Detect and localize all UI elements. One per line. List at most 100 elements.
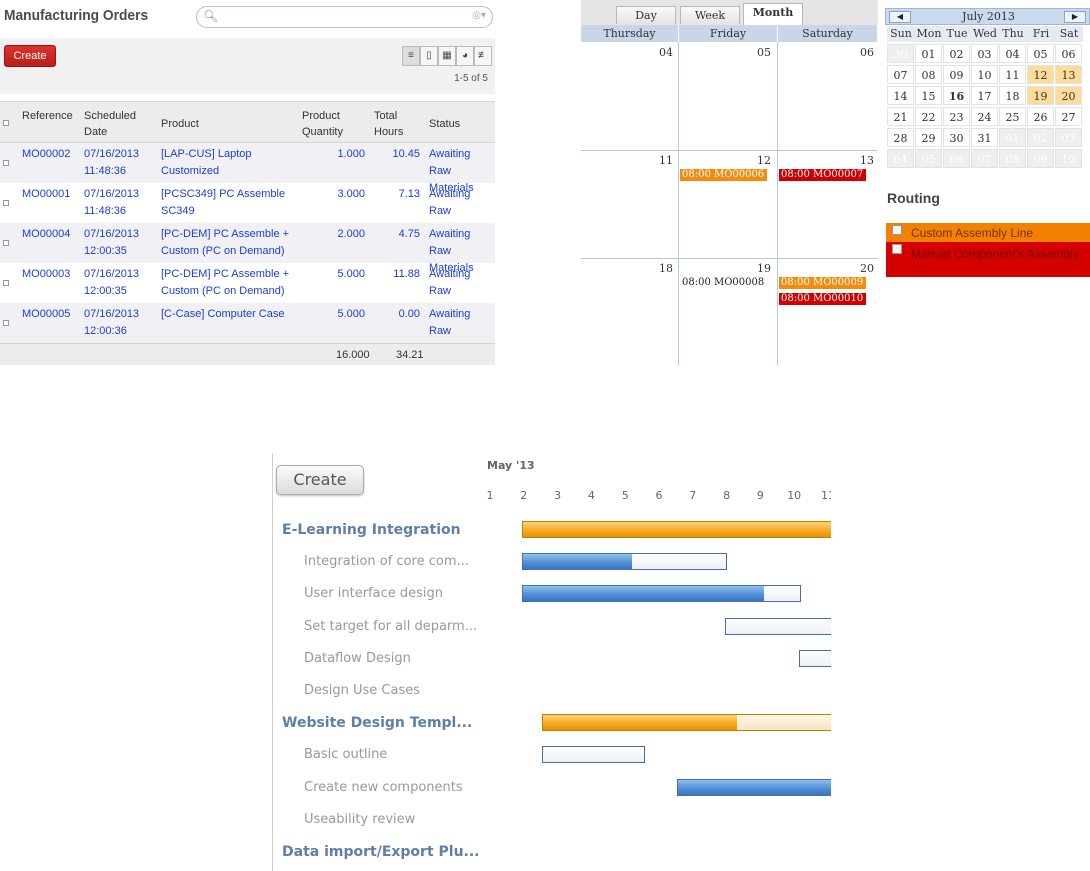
gantt-project-bar[interactable] [542,714,831,732]
gantt-task-label[interactable]: Dataflow Design [304,650,411,666]
calendar-day-number[interactable]: 18 [659,262,673,275]
mini-calendar-day[interactable]: 25 [999,107,1026,126]
routing-checkbox[interactable] [892,225,902,235]
gantt-task-label[interactable]: User interface design [304,586,444,602]
mini-calendar-day[interactable]: 10 [1055,149,1082,168]
mini-calendar-day[interactable]: 04 [887,149,914,168]
mini-calendar-day[interactable]: 14 [887,86,914,105]
mini-calendar-day[interactable]: 06 [1055,44,1082,63]
mini-calendar-day[interactable]: 17 [971,86,998,105]
gantt-task-label[interactable]: Design Use Cases [304,683,421,698]
calendar-event[interactable]: 08:00 MO00008 [682,277,765,288]
mini-calendar-day[interactable]: 20 [1055,86,1082,105]
mini-calendar-day[interactable]: 31 [971,128,998,147]
column-scheduled-date[interactable]: Scheduled Date [84,110,136,138]
routing-item-custom-assembly[interactable]: Custom Assembly Line [886,223,1090,242]
gantt-task-bar[interactable] [521,553,727,571]
mini-calendar-day[interactable]: 07 [971,149,998,168]
calendar-view-icon[interactable]: ▦ [438,46,456,66]
row-checkbox[interactable] [3,320,9,326]
mini-calendar-day[interactable]: 05 [915,149,942,168]
gantt-task-bar[interactable] [542,746,646,764]
mini-calendar-day[interactable]: 06 [943,149,970,168]
mini-calendar-day[interactable]: 28 [887,128,914,147]
row-checkbox[interactable] [3,160,9,166]
calendar-event[interactable]: 08:00 MO00009 [779,277,866,289]
mini-calendar-day[interactable]: 30 [887,44,914,63]
tab-week[interactable]: Week [680,6,740,24]
gantt-project-label[interactable]: Data import/Export Plu... [282,844,480,860]
mini-calendar-day[interactable]: 04 [999,44,1026,63]
gantt-task-bar[interactable] [521,585,801,603]
mini-calendar-day[interactable]: 03 [1055,128,1082,147]
tab-month[interactable]: Month [743,3,803,25]
list-view-icon[interactable]: ≡ [402,46,420,66]
mini-calendar-day[interactable]: 27 [1055,107,1082,126]
mini-calendar-day[interactable]: 03 [971,44,998,63]
mini-calendar-day[interactable]: 07 [887,65,914,84]
calendar-day-number[interactable]: 11 [659,154,673,167]
column-status[interactable]: Status [429,118,461,130]
gantt-task-bar[interactable] [798,649,831,667]
select-all-checkbox[interactable] [3,120,9,126]
mini-calendar-day[interactable]: 08 [915,65,942,84]
gantt-task-bar[interactable] [724,617,831,635]
column-reference[interactable]: Reference [22,110,73,122]
row-checkbox[interactable] [3,200,9,206]
mini-calendar-day[interactable]: 08 [999,149,1026,168]
mini-calendar-day[interactable]: 12 [1027,65,1054,84]
calendar-day-number[interactable]: 05 [757,46,771,59]
mini-calendar-day[interactable]: 01 [999,128,1026,147]
mini-calendar-day[interactable]: 18 [999,86,1026,105]
routing-item-manual-assembly[interactable]: Manual Component's Assembly [886,242,1090,277]
mini-calendar-day[interactable]: 09 [1027,149,1054,168]
gantt-project-label[interactable]: E-Learning Integration [282,522,461,538]
mini-calendar-day[interactable]: 02 [1027,128,1054,147]
calendar-day-number[interactable]: 19 [757,262,771,275]
mini-calendar-day[interactable]: 15 [915,86,942,105]
column-product-quantity[interactable]: Product Quantity [302,110,343,138]
prev-month-icon[interactable]: ◀ [889,11,911,23]
table-row[interactable]: MO00003 07/16/2013 12:00:35 [PC-DEM] PC Ass… [0,263,495,314]
pager[interactable]: 1-5 of 5 [454,73,488,84]
search-box[interactable]: 🔍︎ ◎▾ [196,6,493,28]
gantt-task-label[interactable]: Useability review [304,811,416,827]
mini-calendar-day[interactable]: 02 [943,44,970,63]
gantt-create-button[interactable]: Create [276,465,364,495]
mini-calendar-day[interactable]: 26 [1027,107,1054,126]
mini-calendar-day[interactable]: 22 [915,107,942,126]
gantt-task-label[interactable]: Create new components [304,779,463,795]
next-month-icon[interactable]: ▶ [1064,11,1086,23]
mini-calendar-day[interactable]: 21 [887,107,914,126]
calendar-event[interactable]: 08:00 MO00007 [779,169,866,181]
gantt-view-icon[interactable]: ≢ [474,46,492,66]
calendar-day-number[interactable]: 13 [860,154,874,167]
calendar-day-number[interactable]: 04 [659,46,673,59]
table-row[interactable]: MO00004 07/16/2013 12:00:35 [PC-DEM] PC Ass… [0,223,495,274]
table-row[interactable]: MO00005 07/16/2013 12:00:36 [C-Case] Comput… [0,303,495,354]
column-total-hours[interactable]: Total Hours [374,110,404,138]
mini-calendar-day[interactable]: 19 [1027,86,1054,105]
column-product[interactable]: Product [161,118,199,130]
calendar-day-number[interactable]: 06 [860,46,874,59]
mini-calendar-day[interactable]: 01 [915,44,942,63]
gantt-task-bar[interactable] [677,778,831,796]
search-input[interactable] [217,9,457,25]
calendar-day-number[interactable]: 20 [860,262,874,275]
mini-calendar-day[interactable]: 29 [915,128,942,147]
mini-calendar-day[interactable]: 10 [971,65,998,84]
mini-calendar-day[interactable]: 11 [999,65,1026,84]
mini-calendar-day[interactable]: 30 [943,128,970,147]
mini-calendar-day[interactable]: 13 [1055,65,1082,84]
calendar-day-number[interactable]: 12 [757,154,771,167]
gantt-project-bar[interactable] [521,521,831,538]
gantt-project-label[interactable]: Website Design Templ... [282,715,473,732]
gantt-task-label[interactable]: Integration of core com... [304,554,469,570]
mini-calendar-day[interactable]: 05 [1027,44,1054,63]
row-checkbox[interactable] [3,240,9,246]
table-row[interactable]: MO00001 07/16/2013 11:48:36 [PCSC349] PC As… [0,183,495,234]
gantt-task-label[interactable]: Basic outline [304,747,388,763]
routing-checkbox[interactable] [892,244,902,254]
gantt-task-label[interactable]: Set target for all deparm... [304,618,478,634]
graph-view-icon[interactable]: ◕ [456,46,474,66]
